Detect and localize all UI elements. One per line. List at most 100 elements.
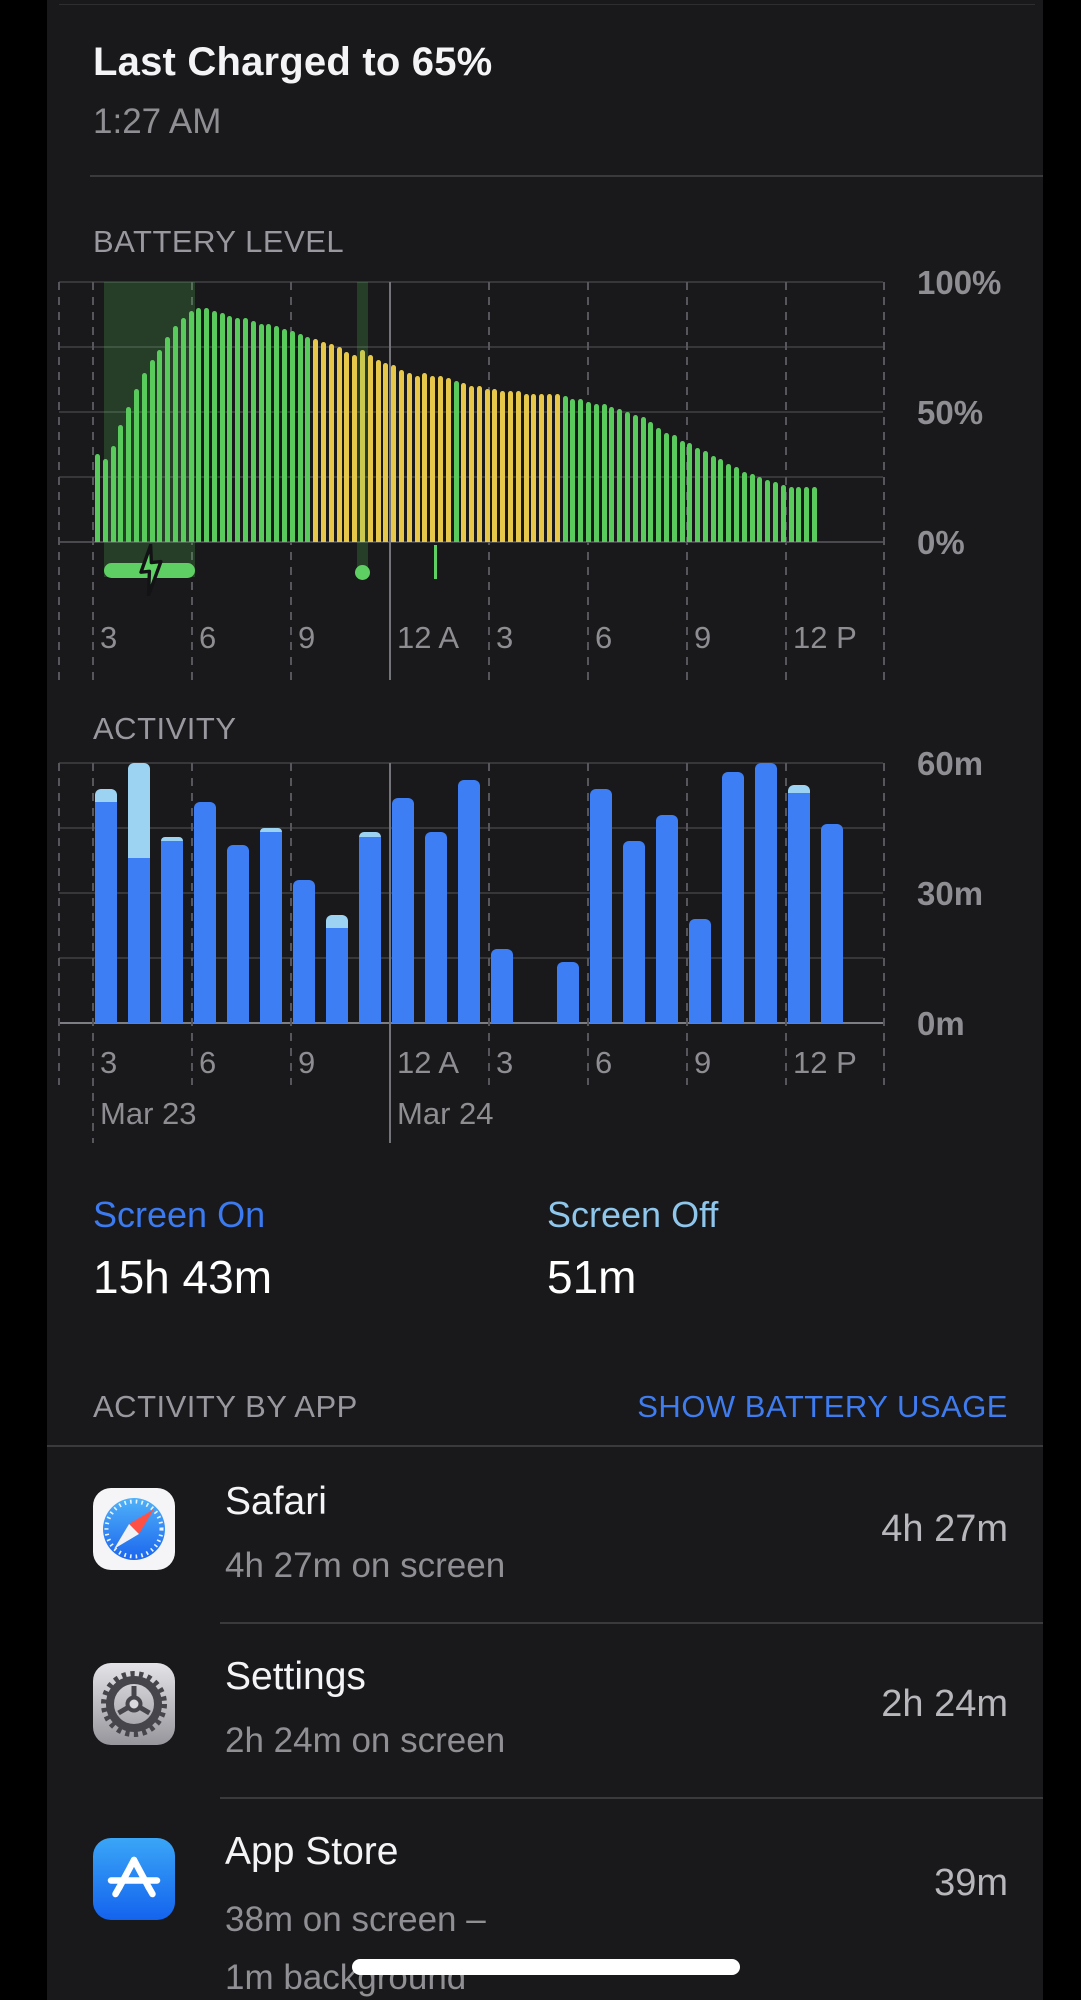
battery-bar: [593, 404, 599, 542]
screen-on-toggle[interactable]: Screen On: [93, 1194, 266, 1235]
screen-on-segment: [95, 802, 117, 1023]
gridline-vertical: [587, 763, 589, 1085]
battery-bar: [204, 308, 210, 542]
battery-bar: [398, 370, 404, 542]
app-usage: 4h 27m on screen: [225, 1546, 506, 1585]
y-axis-label: 0%: [917, 524, 965, 561]
battery-bar: [445, 378, 451, 542]
activity-bar: [689, 919, 711, 1023]
activity-bar: [821, 823, 843, 1023]
x-axis-label: 3: [496, 620, 514, 655]
screen-on-segment: [788, 793, 810, 1023]
divider: [220, 1622, 1043, 1624]
divider: [47, 1445, 1043, 1447]
battery-bar: [780, 484, 786, 542]
activity-bar: [194, 802, 216, 1023]
x-axis-label: 3: [100, 620, 118, 655]
screen-on-segment: [392, 797, 414, 1023]
battery-bar: [321, 341, 326, 542]
x-axis-label: 12 P: [793, 620, 857, 655]
top-hairline: [59, 4, 1035, 5]
screen-on-segment: [359, 836, 381, 1023]
battery-bar: [95, 453, 100, 542]
activity-bar: [623, 841, 645, 1023]
x-axis-label: 12 P: [793, 1045, 857, 1080]
activity-bar: [722, 771, 744, 1023]
screen-on-segment: [293, 880, 315, 1023]
page-title: Last Charged to 65%: [93, 40, 493, 84]
screen-off-segment: [326, 914, 348, 928]
battery-bar: [266, 323, 272, 542]
battery-level-chart[interactable]: 100% 50% 0% 3 6 9 12 A 3 6 9 12 P: [58, 264, 1001, 680]
activity-bar: [227, 845, 249, 1023]
battery-bar: [133, 388, 139, 542]
brief-charge-overlay: [357, 282, 368, 577]
gridline-vertical: [686, 282, 688, 680]
activity-chart[interactable]: 60m 30m 0m 3 6 9 12 A 3 6 9 12 P Mar 23 Mar 24: [58, 745, 983, 1143]
battery-bar: [352, 354, 358, 542]
battery-bar: [297, 334, 303, 542]
x-axis-label: 6: [595, 1045, 613, 1080]
battery-bar: [359, 349, 365, 542]
app-usage-line1: 38m on screen –: [225, 1900, 486, 1939]
battery-bar: [601, 404, 607, 542]
battery-bar: [734, 466, 740, 542]
battery-bar: [476, 386, 482, 542]
x-axis-label: 9: [694, 1045, 712, 1080]
activity-bar: [491, 949, 513, 1023]
battery-bar: [671, 435, 677, 542]
battery-bar: [773, 482, 779, 542]
app-total-time: 39m: [934, 1862, 1008, 1904]
x-axis-label: 9: [298, 1045, 316, 1080]
battery-settings-screen: Last Charged to 65% 1:27 AM BATTERY LEVE…: [47, 0, 1043, 2000]
screen-on-value: 15h 43m: [93, 1251, 273, 1303]
activity-bar: [788, 784, 810, 1023]
battery-bar: [609, 406, 615, 542]
y-axis-label: 0m: [917, 1005, 965, 1042]
gridline-vertical: [58, 763, 60, 1085]
battery-bar: [663, 432, 669, 542]
home-indicator[interactable]: [352, 1959, 740, 1975]
battery-bar: [461, 383, 467, 542]
brief-charge-tick: [434, 545, 437, 579]
battery-bar: [812, 487, 817, 542]
activity-bar: [161, 836, 183, 1023]
last-charged-time: 1:27 AM: [93, 102, 222, 141]
screen-on-segment: [689, 919, 711, 1023]
gridline-vertical: [92, 282, 94, 680]
battery-bar: [547, 393, 553, 542]
screen-off-toggle[interactable]: Screen Off: [547, 1194, 719, 1235]
x-axis-label: 9: [298, 620, 316, 655]
battery-bar: [422, 373, 428, 542]
screen-on-segment: [755, 763, 777, 1023]
activity-bar: [656, 815, 678, 1023]
midnight-gridline: [389, 282, 391, 680]
battery-bar: [180, 318, 186, 542]
battery-bar: [375, 360, 381, 542]
app-total-time: 2h 24m: [881, 1683, 1008, 1725]
battery-bar: [118, 425, 124, 542]
screen-on-segment: [821, 823, 843, 1023]
app-usage: 2h 24m on screen: [225, 1721, 506, 1760]
gridline-vertical: [488, 763, 490, 1085]
activity-bar: [128, 763, 150, 1023]
battery-bar: [702, 451, 708, 542]
battery-bar: [578, 399, 584, 542]
x-axis-label: 9: [694, 620, 712, 655]
battery-bar: [391, 365, 397, 542]
screen-on-segment: [326, 927, 348, 1023]
date-label: Mar 24: [397, 1096, 494, 1131]
screen-off-segment: [95, 789, 117, 802]
show-battery-usage-button[interactable]: SHOW BATTERY USAGE: [637, 1389, 1008, 1424]
y-axis-label: 50%: [917, 394, 984, 431]
battery-bar: [796, 487, 802, 542]
activity-by-app-header: ACTIVITY BY APP: [93, 1389, 358, 1424]
battery-bar: [726, 464, 732, 542]
battery-bar: [383, 362, 389, 542]
battery-bar: [453, 380, 459, 542]
battery-bar: [336, 347, 342, 542]
activity-bar: [755, 763, 777, 1023]
gridline-vertical: [686, 763, 688, 1085]
battery-bar: [765, 479, 771, 542]
battery-bar: [749, 474, 755, 542]
